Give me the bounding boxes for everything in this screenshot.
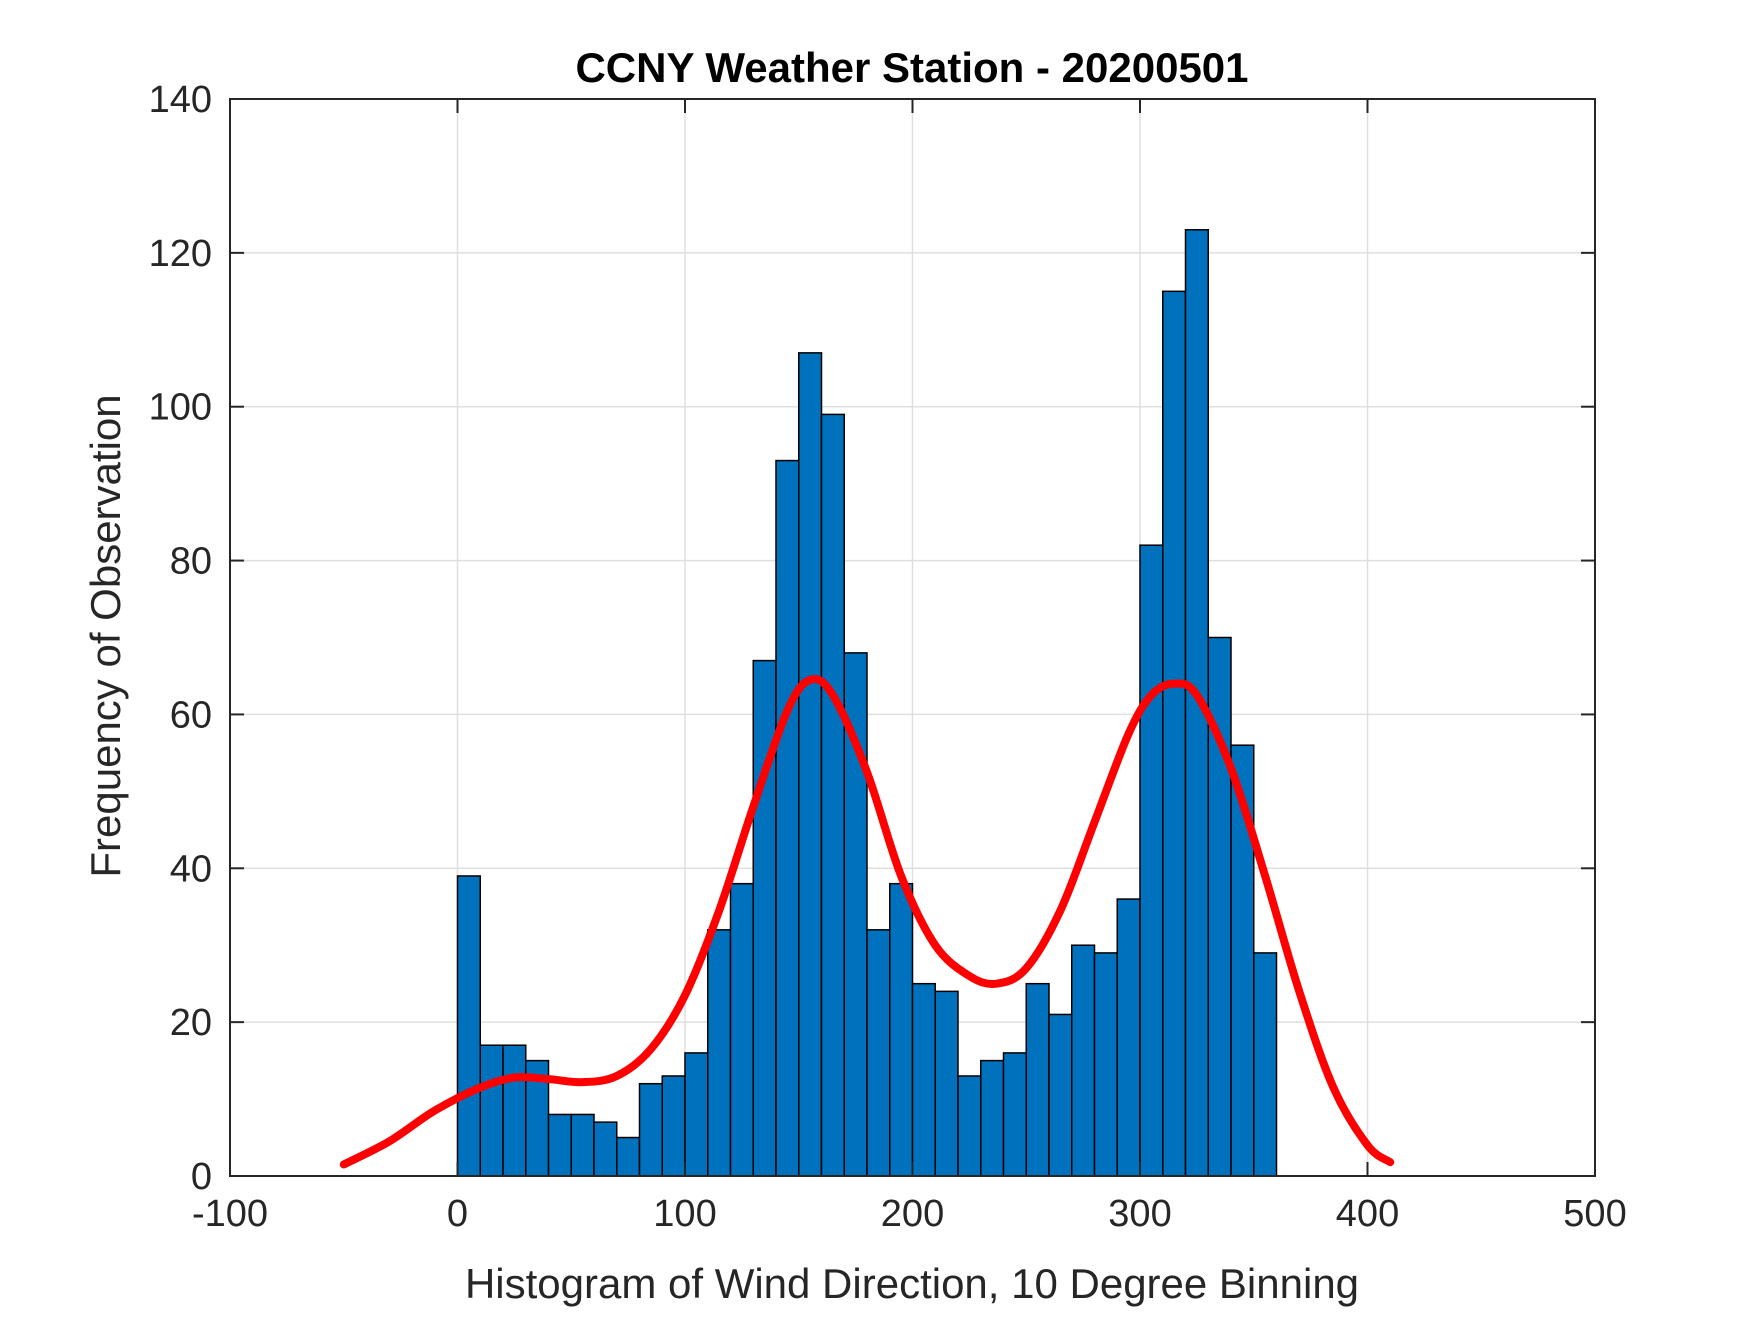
histogram-bar <box>798 352 823 1177</box>
histogram-bar <box>1139 544 1164 1177</box>
histogram-bar <box>775 459 800 1177</box>
fit-curve-layer <box>339 674 1395 1169</box>
histogram-bar <box>934 990 959 1177</box>
histogram-bar <box>502 1044 527 1177</box>
histogram-bar <box>866 929 891 1177</box>
histogram-bar <box>661 1075 686 1177</box>
histogram-bar <box>616 1136 641 1177</box>
fit-curve-line <box>339 674 1395 1169</box>
histogram-bar <box>889 882 914 1177</box>
histogram-bar <box>570 1113 595 1177</box>
x-tick-label: 400 <box>1336 1193 1399 1235</box>
chart-title: CCNY Weather Station - 20200501 <box>575 44 1248 91</box>
y-tick-label: 80 <box>170 541 212 583</box>
histogram-bar <box>1025 982 1050 1177</box>
histogram-bar <box>1116 898 1141 1177</box>
y-tick-label: 120 <box>149 233 212 275</box>
x-tick-label: 300 <box>1108 1193 1171 1235</box>
histogram-bar <box>980 1059 1005 1177</box>
x-tick-label: -100 <box>192 1193 268 1235</box>
x-tick-label: 200 <box>881 1193 944 1235</box>
histogram-bar <box>1253 952 1278 1177</box>
y-tick-label: 140 <box>149 79 212 121</box>
histogram-bar <box>820 413 845 1177</box>
y-tick-label: 60 <box>170 694 212 736</box>
histogram-bar <box>1162 290 1187 1177</box>
x-axis-label: Histogram of Wind Direction, 10 Degree B… <box>465 1260 1359 1307</box>
histogram-bar <box>911 982 936 1177</box>
axes <box>229 98 1596 1177</box>
grid-lines <box>230 99 1595 1176</box>
histogram-bar <box>456 875 481 1177</box>
histogram-bar <box>1048 1013 1073 1177</box>
histogram-bar <box>729 882 754 1177</box>
histogram-bar <box>1002 1052 1027 1177</box>
histogram-bar <box>547 1113 572 1177</box>
histogram-bar <box>957 1075 982 1177</box>
y-tick-label: 0 <box>191 1156 212 1198</box>
histogram-bar <box>638 1082 663 1177</box>
x-tick-label: 100 <box>653 1193 716 1235</box>
y-tick-label: 100 <box>149 387 212 429</box>
histogram-bar <box>1093 952 1118 1177</box>
histogram-bar <box>684 1052 709 1177</box>
x-tick-label: 0 <box>447 1193 468 1235</box>
x-tick-label: 500 <box>1563 1193 1626 1235</box>
histogram-bar <box>707 929 732 1177</box>
y-axis-label: Frequency of Observation <box>82 394 129 877</box>
histogram-bar <box>593 1121 618 1177</box>
histogram-bar <box>479 1044 504 1177</box>
histogram-bar <box>1071 944 1096 1177</box>
y-tick-label: 20 <box>170 1002 212 1044</box>
y-tick-label: 40 <box>170 848 212 890</box>
